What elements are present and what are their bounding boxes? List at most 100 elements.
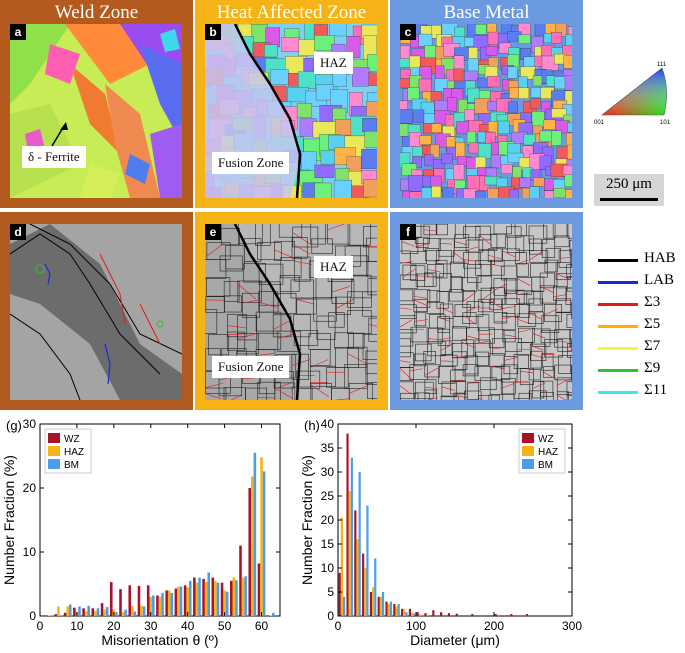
bar-BM-23 [263,471,266,616]
panel-label: (h) [304,418,320,433]
bar-WZ-1 [55,614,58,616]
legend-swatch [598,369,638,372]
legend-label-BM: BM [538,460,553,471]
bar-WZ-8 [401,609,403,616]
x-tick-label: 10 [70,619,84,633]
legend-label-BM: BM [64,460,79,471]
bar-HAZ-0 [48,615,51,616]
bar-WZ-13 [165,590,168,616]
x-tick-label: 100 [406,619,426,633]
bar-BM-9 [413,614,415,616]
x-tick-label: 300 [562,619,582,633]
scale-bar-label: 250 μm [594,176,664,193]
x-tick-label: 50 [218,619,232,633]
bar-WZ-6 [385,602,387,616]
bar-HAZ-10 [419,614,421,616]
bar-WZ-3 [73,608,76,616]
bar-HAZ-3 [364,568,366,616]
bar-WZ-0 [339,573,341,616]
bar-BM-7 [115,612,118,616]
bar-HAZ-6 [388,604,390,616]
bar-BM-22 [254,453,257,616]
bar-BM-6 [106,607,109,616]
bar-HAZ-0 [341,518,343,616]
bar-HAZ-5 [94,611,97,616]
bar-HAZ-4 [85,612,88,616]
bar-HAZ-22 [251,476,254,616]
y-tick-label: 0 [29,609,36,623]
bar-HAZ-9 [411,613,413,616]
legend-row-4: Σ7 [598,338,684,358]
bar-BM-14 [180,587,183,616]
legend-row-2: Σ3 [598,294,684,314]
x-tick-label: 30 [144,619,158,633]
ipf-key-111: 111 [657,62,667,68]
legend-label-WZ: WZ [538,434,554,445]
legend-swatch-WZ [522,433,534,443]
bar-BM-10 [143,606,146,616]
x-axis-label: Misorientation θ (º) [101,632,218,648]
legend-label: Σ5 [644,316,660,333]
legend-row-1: LAB [598,272,684,292]
bar-WZ-24 [267,615,270,616]
y-tick-label: 25 [321,489,335,503]
bar-BM-24 [272,613,275,616]
bar-BM-0 [51,615,54,616]
x-tick-label: 20 [107,619,121,633]
bar-WZ-0 [45,615,48,616]
bar-HAZ-1 [349,491,351,616]
legend-swatch-WZ [48,433,60,443]
y-tick-label: 20 [321,513,335,527]
legend-row-0: HAB [598,250,684,270]
bar-WZ-21 [239,546,242,616]
bar-WZ-9 [128,585,131,616]
bar-BM-8 [405,612,407,616]
bar-BM-2 [69,604,72,616]
ipf-key-101: 101 [660,120,671,126]
bar-WZ-18 [510,614,512,616]
legend-swatch [598,347,638,350]
legend-swatch [598,303,638,306]
bar-BM-2 [359,472,361,616]
legend-label: Σ11 [644,382,667,399]
panel-letter-b: b [205,24,221,40]
bar-BM-13 [171,593,174,616]
bar-HAZ-8 [122,612,125,616]
legend-label: Σ7 [644,338,660,355]
bar-HAZ-16 [196,583,199,616]
bar-HAZ-2 [356,539,358,616]
y-tick-label: 15 [321,537,335,551]
y-tick-label: 30 [23,417,37,431]
bar-WZ-14 [175,588,178,616]
bar-HAZ-14 [177,587,180,616]
bar-BM-1 [60,615,63,616]
ipf-map-weld-zone [10,24,182,198]
bar-HAZ-17 [205,582,208,616]
legend-swatch-BM [48,459,60,469]
bar-WZ-22 [248,488,251,616]
scale-bar: 250 μm [594,174,664,206]
bar-BM-0 [343,597,345,616]
y-tick-label: 0 [327,609,334,623]
x-tick-label: 200 [484,619,504,633]
bar-WZ-19 [526,614,528,616]
bar-BM-3 [78,606,81,616]
bar-HAZ-7 [395,606,397,616]
y-tick-label: 5 [327,585,334,599]
bar-BM-20 [235,580,238,616]
bar-WZ-20 [230,581,233,616]
bar-BM-16 [198,578,201,616]
bar-WZ-17 [495,614,497,616]
legend-swatch [598,325,638,328]
bar-WZ-13 [440,612,442,616]
legend-label-WZ: WZ [64,434,80,445]
y-tick-label: 20 [23,481,37,495]
bar-WZ-7 [393,604,395,616]
legend-label-HAZ: HAZ [538,447,558,458]
boundary-map-weld-zone [10,224,182,400]
legend-label: HAB [644,250,676,267]
bar-HAZ-12 [159,597,162,616]
bar-HAZ-4 [372,587,374,616]
